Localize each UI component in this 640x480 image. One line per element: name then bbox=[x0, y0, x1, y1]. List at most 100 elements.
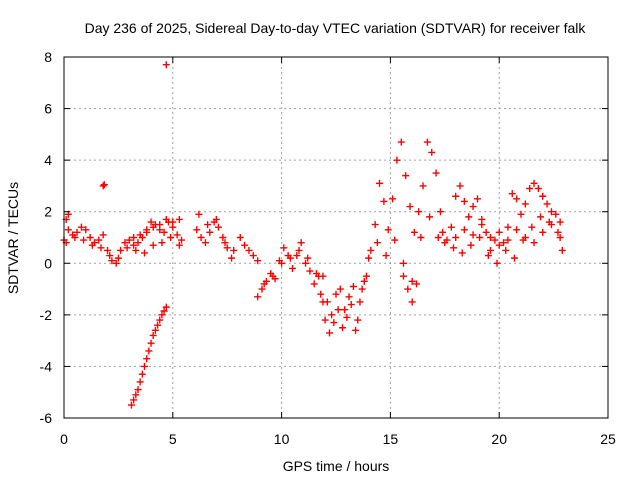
data-point bbox=[95, 236, 103, 244]
data-point bbox=[491, 236, 499, 244]
y-axis-label: SDTVAR / TECUs bbox=[5, 182, 21, 294]
data-point bbox=[160, 228, 168, 236]
data-point bbox=[293, 252, 301, 260]
plot-frame bbox=[63, 56, 609, 419]
data-point bbox=[125, 236, 133, 244]
data-point bbox=[160, 307, 168, 315]
data-point bbox=[397, 138, 405, 146]
data-point bbox=[286, 254, 294, 262]
data-point bbox=[80, 236, 88, 244]
data-point bbox=[486, 234, 494, 241]
series-late-block-b bbox=[441, 213, 566, 267]
data-point bbox=[452, 192, 460, 200]
data-point bbox=[228, 254, 236, 262]
data-point bbox=[380, 197, 388, 205]
data-point bbox=[341, 306, 349, 314]
data-point bbox=[197, 234, 205, 241]
data-point bbox=[362, 272, 370, 280]
data-point bbox=[539, 228, 547, 236]
y-tick-label: 0 bbox=[44, 255, 52, 271]
data-point bbox=[399, 259, 407, 267]
data-point bbox=[214, 223, 222, 231]
data-point bbox=[419, 182, 427, 190]
data-point bbox=[547, 208, 555, 216]
data-point bbox=[138, 370, 146, 378]
data-point bbox=[336, 285, 344, 293]
data-point bbox=[325, 329, 333, 337]
series-rise-14-17-b bbox=[365, 213, 442, 285]
series-early-upper bbox=[62, 210, 183, 241]
grid bbox=[64, 57, 608, 418]
data-point bbox=[319, 272, 327, 280]
data-point bbox=[434, 234, 442, 241]
data-point bbox=[356, 298, 364, 306]
data-point bbox=[169, 218, 177, 226]
data-point bbox=[502, 246, 510, 254]
data-point bbox=[432, 169, 440, 177]
series-dip-12-b bbox=[319, 272, 366, 324]
data-point bbox=[88, 241, 96, 249]
data-point bbox=[558, 246, 566, 254]
data-point bbox=[543, 200, 551, 208]
data-point bbox=[426, 213, 434, 221]
data-point bbox=[399, 272, 407, 280]
series-late-block-c bbox=[452, 221, 564, 249]
data-point bbox=[473, 195, 481, 203]
data-point bbox=[376, 179, 384, 187]
series-isolated bbox=[99, 181, 108, 190]
data-point bbox=[460, 197, 468, 205]
series-descending-arc bbox=[127, 303, 170, 409]
data-point bbox=[162, 303, 170, 311]
data-point bbox=[393, 156, 401, 164]
data-point bbox=[201, 239, 209, 247]
data-point bbox=[417, 234, 425, 241]
x-tick-label: 10 bbox=[274, 431, 290, 447]
data-point bbox=[108, 257, 116, 265]
data-point bbox=[467, 241, 475, 249]
data-point bbox=[456, 182, 464, 190]
data-point bbox=[156, 316, 164, 324]
data-point bbox=[249, 252, 257, 260]
data-point bbox=[278, 259, 286, 267]
data-point bbox=[406, 203, 414, 211]
data-point bbox=[73, 228, 81, 236]
data-point bbox=[288, 264, 296, 272]
series-rise-14-17 bbox=[362, 138, 444, 280]
data-point bbox=[132, 391, 140, 399]
data-point bbox=[143, 226, 151, 234]
data-point bbox=[556, 218, 564, 226]
data-point bbox=[258, 285, 266, 293]
y-tick-label: -4 bbox=[40, 358, 53, 374]
data-point bbox=[195, 210, 203, 218]
data-point bbox=[204, 221, 212, 229]
data-point bbox=[121, 239, 129, 247]
data-point bbox=[106, 252, 114, 260]
data-point bbox=[504, 236, 512, 244]
data-point bbox=[162, 61, 170, 69]
data-point bbox=[149, 241, 157, 249]
data-point bbox=[154, 321, 162, 329]
data-point bbox=[402, 172, 410, 180]
data-point bbox=[486, 246, 494, 254]
data-point bbox=[352, 326, 360, 334]
data-point bbox=[408, 277, 416, 285]
data-point bbox=[193, 226, 201, 234]
data-point bbox=[134, 386, 142, 394]
data-point bbox=[547, 221, 555, 229]
data-point bbox=[158, 239, 166, 247]
data-point bbox=[526, 185, 534, 193]
data-point bbox=[99, 231, 107, 239]
y-tick-label: 8 bbox=[44, 49, 52, 65]
data-point bbox=[504, 223, 512, 231]
series-early-block bbox=[60, 218, 186, 267]
data-point bbox=[428, 148, 436, 156]
data-point bbox=[130, 234, 138, 241]
data-point bbox=[345, 293, 353, 301]
data-point bbox=[478, 221, 486, 229]
data-point bbox=[513, 226, 521, 234]
y-tick-label: 6 bbox=[44, 101, 52, 117]
data-point bbox=[306, 267, 314, 275]
data-point bbox=[365, 254, 373, 262]
data-point bbox=[460, 226, 468, 234]
x-tick-label: 5 bbox=[169, 431, 177, 447]
